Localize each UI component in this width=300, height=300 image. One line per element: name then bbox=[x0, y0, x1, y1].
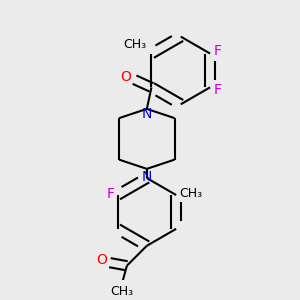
Text: F: F bbox=[106, 188, 115, 201]
Text: CH₃: CH₃ bbox=[179, 187, 202, 200]
Text: F: F bbox=[213, 44, 221, 58]
Text: F: F bbox=[213, 83, 221, 97]
Text: CH₃: CH₃ bbox=[124, 38, 147, 51]
Text: CH₃: CH₃ bbox=[111, 285, 134, 298]
Text: N: N bbox=[142, 170, 152, 184]
Text: O: O bbox=[120, 70, 131, 84]
Text: O: O bbox=[97, 253, 107, 267]
Text: N: N bbox=[142, 107, 152, 122]
